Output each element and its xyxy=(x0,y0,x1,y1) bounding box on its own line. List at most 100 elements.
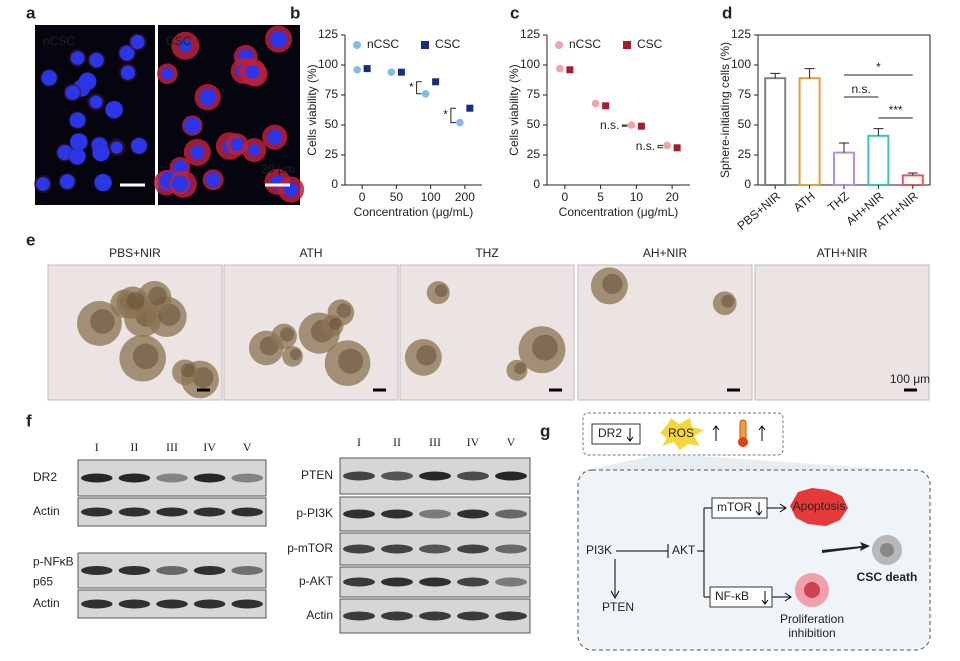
dot xyxy=(466,104,474,112)
band xyxy=(81,507,113,517)
nucleus xyxy=(92,143,110,162)
panel-label: c xyxy=(510,3,519,22)
significance-label: n.s. xyxy=(600,118,619,132)
band xyxy=(118,566,151,575)
legend-marker xyxy=(353,41,361,49)
dot xyxy=(663,141,671,150)
x-tick-label: 10 xyxy=(630,190,644,204)
x-tick-label: 20 xyxy=(665,190,679,204)
lane-label: III xyxy=(166,440,178,454)
nucleus xyxy=(131,137,147,154)
y-tick-label: 50 xyxy=(527,117,541,131)
row-label: p-NFκB xyxy=(33,555,74,569)
node-label: Apoptosis xyxy=(793,499,846,513)
band xyxy=(495,544,527,554)
band xyxy=(118,507,151,517)
error-bar xyxy=(804,68,815,79)
sphere-core xyxy=(126,291,145,310)
band xyxy=(231,507,263,517)
band xyxy=(81,473,113,483)
significance-label: * xyxy=(409,80,414,94)
band xyxy=(118,599,151,609)
band xyxy=(381,577,413,587)
significance-bracket xyxy=(657,144,664,149)
x-tick-label: ATH xyxy=(791,189,818,215)
dot xyxy=(591,99,600,108)
dead-cell-core xyxy=(880,543,894,557)
band xyxy=(193,599,226,609)
panel-label: g xyxy=(540,421,550,440)
nucleus xyxy=(59,174,75,190)
band xyxy=(193,473,226,483)
dr2-label: DR2 xyxy=(598,426,622,440)
x-tick-label: THZ xyxy=(825,189,852,215)
up-arrow xyxy=(758,425,766,441)
down-arrow xyxy=(755,502,763,516)
arrow xyxy=(772,592,792,602)
nucleus xyxy=(70,51,85,65)
significance-bracket xyxy=(621,124,628,127)
nucleus xyxy=(267,129,283,145)
y-tick-label: 100 xyxy=(520,57,540,71)
nucleus xyxy=(190,145,205,160)
dot xyxy=(421,90,430,98)
nucleus xyxy=(105,100,123,119)
band xyxy=(457,611,489,621)
band xyxy=(156,473,188,483)
band xyxy=(343,544,375,554)
band xyxy=(381,544,413,554)
nucleus xyxy=(205,172,221,188)
x-tick-label: 5 xyxy=(597,190,604,204)
nucleus xyxy=(119,45,135,61)
significance-bracket xyxy=(450,107,456,124)
band xyxy=(381,471,413,481)
dot xyxy=(456,118,464,127)
image-label: nCSC xyxy=(43,34,75,48)
branch xyxy=(697,507,712,598)
row-label: p-mTOR xyxy=(287,541,333,555)
lane-label: III xyxy=(429,435,441,449)
lane-label: I xyxy=(95,440,99,454)
sphere-core xyxy=(90,309,115,334)
y-tick-label: 125 xyxy=(318,27,338,41)
y-tick-label: 50 xyxy=(738,117,752,131)
band xyxy=(495,611,527,621)
error-bar xyxy=(907,172,918,176)
lane-label: IV xyxy=(467,435,480,449)
y-tick-label: 75 xyxy=(325,87,339,101)
callout xyxy=(578,456,930,472)
dot xyxy=(637,122,645,130)
nucleus xyxy=(41,70,57,86)
band xyxy=(381,509,413,519)
band xyxy=(457,544,489,554)
y-tick-label: 125 xyxy=(520,27,540,41)
bar xyxy=(901,174,924,186)
big-arrow xyxy=(822,542,870,553)
bar xyxy=(833,151,855,187)
bar xyxy=(867,134,890,187)
nucleus xyxy=(199,88,217,106)
dot xyxy=(432,78,440,86)
significance-label: * xyxy=(876,60,881,74)
sphere-core xyxy=(192,367,214,388)
sphere-core xyxy=(132,343,159,370)
band xyxy=(457,577,489,587)
nucleus xyxy=(69,112,86,129)
dot xyxy=(397,68,405,76)
error-bar xyxy=(839,142,849,153)
image-label: CSC xyxy=(166,34,192,48)
band xyxy=(419,611,451,621)
y-tick-label: 0 xyxy=(533,177,540,191)
dot xyxy=(353,66,361,74)
y-tick-label: 75 xyxy=(738,87,752,101)
band xyxy=(419,509,451,519)
row-label: Actin xyxy=(306,608,333,622)
sphere-core xyxy=(336,303,352,318)
nucleus xyxy=(94,173,112,192)
y-tick-label: 100 xyxy=(318,57,338,71)
nucleus xyxy=(269,30,288,48)
panel-label: a xyxy=(26,3,36,22)
legend-marker xyxy=(555,41,563,49)
sphere-core xyxy=(434,284,448,297)
dot xyxy=(363,65,371,73)
